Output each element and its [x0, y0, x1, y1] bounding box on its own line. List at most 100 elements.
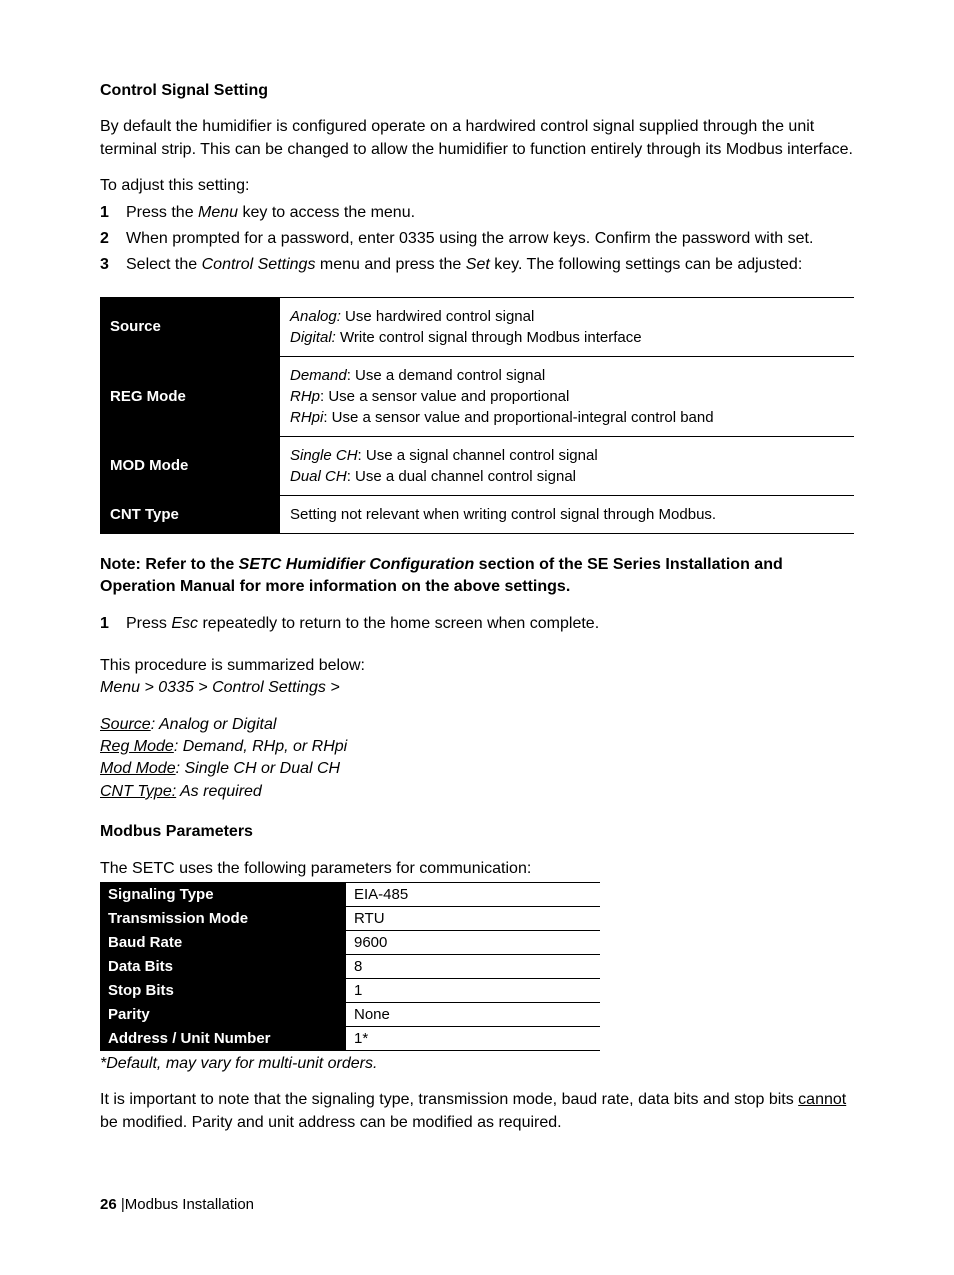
text-part: be modified. Parity and unit address can…: [100, 1114, 562, 1131]
setting-label: CNT Type: [100, 495, 280, 533]
text-part: menu and press the: [315, 256, 465, 273]
text-part: repeatedly to return to the home screen …: [198, 615, 599, 632]
param-key: Parity: [100, 1003, 346, 1027]
param-key: Stop Bits: [100, 979, 346, 1003]
option-desc: Use hardwired control signal: [341, 308, 534, 325]
text-part: Press the: [126, 204, 198, 221]
summary-val: : Demand, RHp, or RHpi: [174, 738, 347, 755]
setting-options: Analog: Use hardwired control signal Dig…: [280, 297, 854, 356]
setting-label: REG Mode: [100, 356, 280, 436]
closing-paragraph: It is important to note that the signali…: [100, 1089, 854, 1134]
note-paragraph: Note: Refer to the SETC Humidifier Confi…: [100, 554, 854, 599]
step-number: 3: [100, 254, 126, 276]
table-row: MOD Mode Single CH: Use a signal channel…: [100, 436, 854, 495]
param-val: EIA-485: [346, 883, 600, 907]
settings-table: Source Analog: Use hardwired control sig…: [100, 297, 854, 534]
option-name: Analog:: [290, 308, 341, 325]
params-footnote: *Default, may vary for multi-unit orders…: [100, 1053, 854, 1075]
option-name: RHp: [290, 388, 320, 405]
summary-key: Source: [100, 716, 151, 733]
step-text: When prompted for a password, enter 0335…: [126, 228, 854, 250]
summary-key: CNT Type:: [100, 783, 176, 800]
summary-lead: This procedure is summarized below:: [100, 655, 854, 677]
option-desc: : Use a sensor value and proportional: [320, 388, 569, 405]
setting-label: Source: [100, 297, 280, 356]
option-desc: : Use a sensor value and proportional-in…: [323, 409, 713, 426]
page-number: 26: [100, 1196, 117, 1213]
option-name: Demand: [290, 367, 347, 384]
text-italic: Set: [466, 256, 490, 273]
option-name: Single CH: [290, 447, 358, 464]
table-row: Baud Rate9600: [100, 931, 600, 955]
text-part: key. The following settings can be adjus…: [490, 256, 802, 273]
text-part: Note: Refer to the: [100, 556, 239, 573]
option-desc: : Use a demand control signal: [347, 367, 545, 384]
step-1: 1 Press the Menu key to access the menu.: [100, 202, 854, 224]
param-val: 9600: [346, 931, 600, 955]
section-heading-control-signal: Control Signal Setting: [100, 80, 854, 102]
param-key: Address / Unit Number: [100, 1027, 346, 1051]
step-text: Press the Menu key to access the menu.: [126, 202, 854, 224]
setting-options: Demand: Use a demand control signal RHp:…: [280, 356, 854, 436]
param-key: Baud Rate: [100, 931, 346, 955]
param-val: 8: [346, 955, 600, 979]
table-row: REG Mode Demand: Use a demand control si…: [100, 356, 854, 436]
params-table: Signaling TypeEIA-485 Transmission ModeR…: [100, 882, 600, 1051]
post-steps-list: 1 Press Esc repeatedly to return to the …: [100, 613, 854, 635]
param-key: Transmission Mode: [100, 907, 346, 931]
post-step-1: 1 Press Esc repeatedly to return to the …: [100, 613, 854, 635]
table-row: Transmission ModeRTU: [100, 907, 600, 931]
table-row: Data Bits8: [100, 955, 600, 979]
text-italic: SETC Humidifier Configuration: [239, 556, 475, 573]
option-desc: Write control signal through Modbus inte…: [336, 329, 642, 346]
intro-paragraph: By default the humidifier is configured …: [100, 116, 854, 161]
step-number: 2: [100, 228, 126, 250]
text-part: Press: [126, 615, 171, 632]
option-name: RHpi: [290, 409, 323, 426]
param-key: Signaling Type: [100, 883, 346, 907]
footer-title: Modbus Installation: [125, 1196, 254, 1213]
step-text: Select the Control Settings menu and pre…: [126, 254, 854, 276]
table-row: Address / Unit Number1*: [100, 1027, 600, 1051]
table-row: ParityNone: [100, 1003, 600, 1027]
footer-sep: |: [117, 1196, 125, 1213]
text-italic: Control Settings: [202, 256, 316, 273]
option-name: Digital:: [290, 329, 336, 346]
setting-plain: Setting not relevant when writing contro…: [280, 495, 854, 533]
modbus-lead: The SETC uses the following parameters f…: [100, 858, 854, 880]
summary-options: Source: Analog or Digital Reg Mode: Dema…: [100, 714, 854, 804]
steps-list: 1 Press the Menu key to access the menu.…: [100, 202, 854, 277]
table-row: CNT Type Setting not relevant when writi…: [100, 495, 854, 533]
section-heading-modbus: Modbus Parameters: [100, 821, 854, 843]
setting-options: Single CH: Use a signal channel control …: [280, 436, 854, 495]
table-row: Signaling TypeEIA-485: [100, 883, 600, 907]
summary-val: : Analog or Digital: [151, 716, 277, 733]
param-key: Data Bits: [100, 955, 346, 979]
step-number: 1: [100, 613, 126, 635]
text-underline: cannot: [798, 1091, 846, 1108]
option-desc: : Use a dual channel control signal: [347, 468, 576, 485]
summary-val: : Single CH or Dual CH: [176, 760, 341, 777]
option-desc: : Use a signal channel control signal: [358, 447, 598, 464]
summary-key: Reg Mode: [100, 738, 174, 755]
adjust-lead: To adjust this setting:: [100, 175, 854, 197]
param-val: None: [346, 1003, 600, 1027]
summary-key: Mod Mode: [100, 760, 176, 777]
param-val: 1*: [346, 1027, 600, 1051]
text-part: It is important to note that the signali…: [100, 1091, 798, 1108]
step-3: 3 Select the Control Settings menu and p…: [100, 254, 854, 276]
text-part: Select the: [126, 256, 202, 273]
step-2: 2 When prompted for a password, enter 03…: [100, 228, 854, 250]
setting-label: MOD Mode: [100, 436, 280, 495]
text-italic: Menu: [198, 204, 238, 221]
param-val: 1: [346, 979, 600, 1003]
page-footer: 26 |Modbus Installation: [100, 1194, 854, 1215]
option-name: Dual CH: [290, 468, 347, 485]
text-part: key to access the menu.: [238, 204, 415, 221]
text-italic: Esc: [171, 615, 198, 632]
summary-path: Menu > 0335 > Control Settings >: [100, 677, 854, 699]
step-text: Press Esc repeatedly to return to the ho…: [126, 613, 854, 635]
table-row: Source Analog: Use hardwired control sig…: [100, 297, 854, 356]
summary-val: As required: [176, 783, 262, 800]
step-number: 1: [100, 202, 126, 224]
